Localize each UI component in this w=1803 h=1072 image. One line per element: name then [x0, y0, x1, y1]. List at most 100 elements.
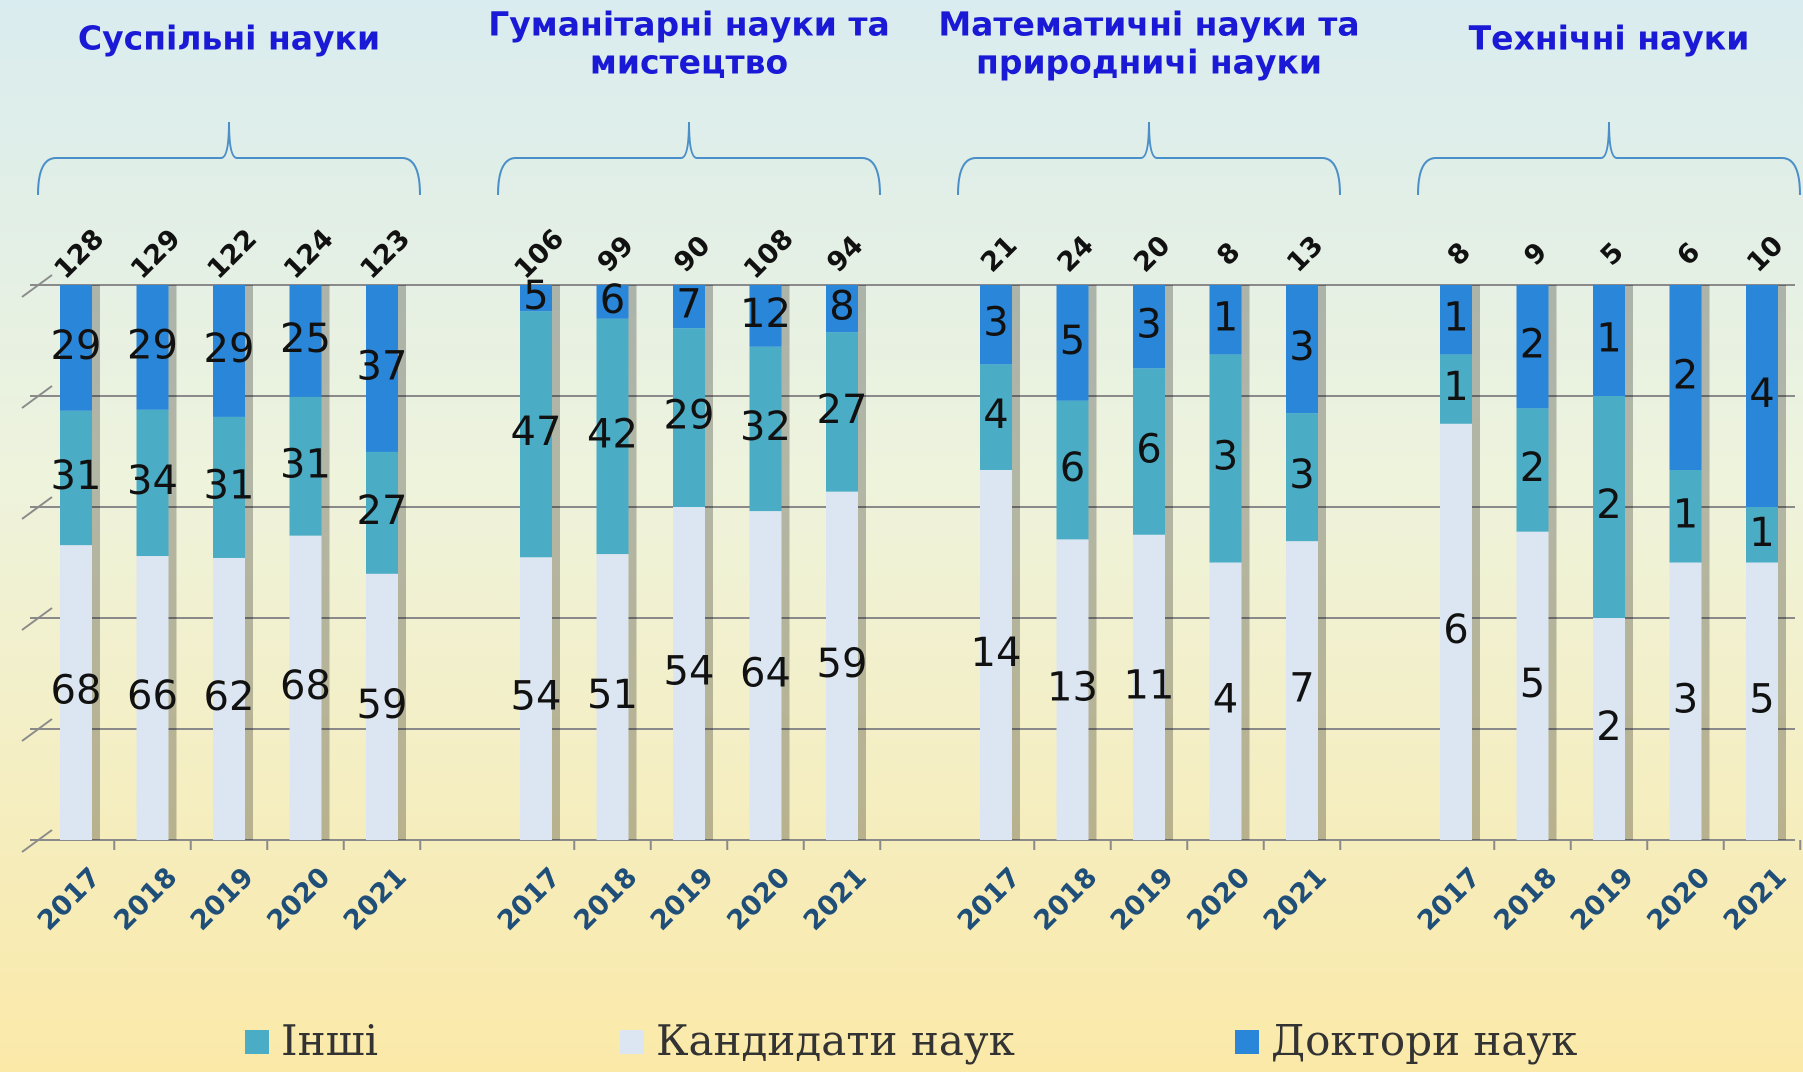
grid-tick [21, 829, 53, 853]
bar-segment [596, 285, 629, 319]
segment-label: 1 [1213, 295, 1238, 341]
bar-segment [136, 285, 169, 410]
bar-segment [1440, 423, 1472, 840]
segment-label: 29 [51, 323, 102, 369]
bar-side [628, 554, 637, 840]
bar-segment [596, 318, 629, 555]
segment-label: 51 [587, 672, 638, 718]
bar-side [1472, 285, 1480, 355]
bar-segment [1209, 562, 1242, 840]
segment-label: 4 [983, 392, 1008, 438]
bar-segment [136, 556, 169, 840]
bar-side [1625, 285, 1633, 396]
bar-segment [673, 285, 705, 329]
segment-label: 27 [817, 387, 868, 433]
bar-segment [1669, 285, 1702, 470]
segment-label: 7 [1289, 666, 1314, 712]
bar-side [245, 416, 253, 558]
bar-segment [1516, 285, 1549, 409]
bar-side [92, 285, 100, 411]
bar-segment [980, 364, 1012, 470]
segment-label: 32 [740, 404, 791, 450]
bar-side [781, 285, 790, 347]
bar-segment [673, 328, 705, 507]
bar-segment [1133, 285, 1165, 369]
grid-tick [21, 274, 53, 298]
bar-segment [826, 491, 858, 840]
segment-label: 2 [1596, 704, 1621, 750]
bar-segment [1209, 285, 1242, 355]
bar-segment [1286, 285, 1318, 414]
segment-label: 37 [357, 343, 408, 389]
bar-segment [1746, 562, 1778, 840]
bar-side [1241, 354, 1250, 563]
bar-side [1548, 285, 1557, 409]
bar-side [1012, 285, 1020, 365]
grid-tick [21, 718, 53, 742]
bar-side [552, 557, 560, 840]
grid-tick [21, 496, 53, 520]
legend-swatch [245, 1030, 269, 1054]
bar-segment [1440, 285, 1472, 355]
bar-segment [1593, 285, 1625, 396]
bar-segment [749, 511, 782, 840]
bar-side [705, 285, 713, 329]
segment-label: 1 [1443, 364, 1468, 410]
legend-label: Інші [281, 1016, 378, 1065]
bar-segment [826, 332, 858, 492]
bar-side [1165, 285, 1173, 369]
segment-label: 1 [1749, 510, 1774, 556]
segment-label: 27 [357, 488, 408, 534]
legend-swatch [620, 1030, 644, 1054]
bar-side [1548, 408, 1557, 532]
bar-side [705, 328, 713, 507]
bar-side [1241, 285, 1250, 355]
segment-label: 25 [280, 316, 331, 362]
segment-label: 12 [740, 291, 791, 337]
segment-label: 42 [587, 411, 638, 457]
bar-segment [1133, 534, 1165, 840]
segment-label: 6 [600, 277, 625, 323]
segment-label: 3 [1289, 452, 1314, 498]
bar-segment [60, 410, 92, 546]
bar-segment [366, 451, 398, 574]
bar-side [92, 545, 100, 840]
segment-label: 4 [1749, 371, 1774, 417]
segment-label: 11 [1124, 662, 1175, 708]
bar-side [245, 557, 253, 840]
bar-side [321, 285, 330, 397]
segment-label: 3 [1289, 324, 1314, 370]
bar-segment [1593, 396, 1625, 618]
segment-label: 13 [1047, 665, 1098, 711]
bar-side [858, 491, 866, 840]
bar-side [1625, 396, 1633, 618]
bar-segment [1746, 507, 1778, 563]
bar-segment [1440, 354, 1472, 424]
bar-side [1088, 285, 1097, 401]
bar-segment [1669, 470, 1702, 563]
bar-side [1778, 507, 1786, 563]
segment-label: 66 [127, 673, 178, 719]
bar-segment [749, 285, 782, 347]
bar-segment [136, 409, 169, 557]
bar-side [1778, 285, 1786, 507]
bar-side [628, 318, 637, 555]
segment-label: 5 [1749, 676, 1774, 722]
bar-side [168, 409, 177, 557]
brace [957, 121, 1341, 196]
segment-label: 29 [664, 393, 715, 439]
bar-segment [749, 346, 782, 512]
bar-segment [60, 285, 92, 411]
bar-side [398, 285, 406, 452]
segment-label: 7 [676, 282, 701, 328]
bar-side [1241, 562, 1250, 840]
segment-label: 8 [829, 284, 854, 330]
bar-side [168, 285, 177, 410]
group-title: Суспільні науки [78, 19, 380, 58]
bar-side [781, 511, 790, 840]
bar-side [1625, 618, 1633, 840]
bar-side [858, 285, 866, 333]
segment-label: 6 [1060, 445, 1085, 491]
bar-side [398, 451, 406, 574]
